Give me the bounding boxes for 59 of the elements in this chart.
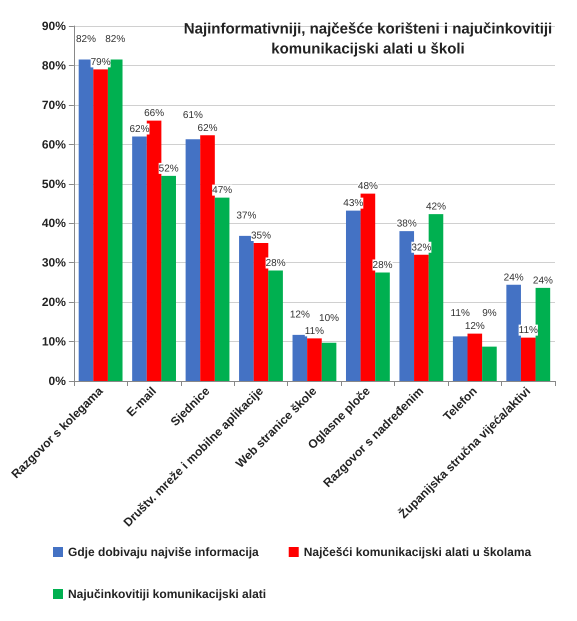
y-tick-label: 10% (42, 334, 66, 349)
data-label: 12% (290, 309, 310, 320)
data-label: 52% (158, 163, 179, 174)
y-tick-label: 80% (42, 58, 66, 72)
bar (414, 254, 429, 381)
data-label: 43% (343, 198, 364, 210)
data-label: 42% (426, 202, 446, 213)
bar (307, 338, 322, 381)
y-tick-label: 30% (42, 256, 66, 270)
bar (161, 176, 176, 381)
y-tick-label: 0% (48, 374, 66, 388)
data-label: 28% (266, 258, 286, 270)
bar (375, 272, 390, 381)
y-tick-label: 70% (42, 98, 66, 112)
data-label: 82% (76, 34, 96, 46)
bar (346, 210, 361, 381)
bar (322, 342, 336, 381)
bar (468, 334, 482, 381)
legend-label: Najčešći komunikacijski alati u školama (304, 545, 532, 559)
bar (186, 139, 200, 381)
data-label: 79% (90, 56, 111, 68)
data-label: 47% (212, 185, 232, 196)
bar (482, 346, 497, 381)
bar (452, 336, 468, 381)
y-tick-label: 40% (42, 216, 66, 230)
y-tick-label: 50% (42, 176, 66, 191)
bar (506, 284, 521, 381)
data-label: 24% (504, 272, 524, 284)
legend-label: Najučinkovitiji komunikacijski alati (68, 587, 266, 601)
data-label: 9% (482, 308, 497, 320)
data-label: 11% (518, 325, 538, 336)
y-tick-label: 60% (42, 137, 66, 152)
data-label: 82% (105, 34, 126, 46)
data-label: 11% (304, 326, 324, 337)
data-label: 62% (198, 122, 218, 134)
bar (520, 338, 536, 381)
bar (132, 136, 147, 381)
legend-label: Gdje dobivaju najviše informacija (68, 545, 260, 559)
data-label: 24% (532, 275, 553, 286)
data-label: 35% (250, 230, 272, 242)
data-label: 28% (372, 260, 393, 272)
data-label: 11% (450, 308, 470, 320)
bar (214, 198, 230, 381)
chart-title: Najinformativniji, najčešće korišteni i najučinkovitiji komunikacijski alati u školi (184, 20, 552, 58)
data-label: 10% (319, 312, 340, 324)
data-label: 61% (182, 110, 204, 121)
y-tick-label: 90% (42, 19, 66, 33)
data-label: 12% (464, 321, 485, 332)
bar (536, 288, 550, 381)
data-label: 32% (411, 242, 432, 254)
bar (93, 69, 108, 381)
data-label: 37% (236, 210, 256, 222)
y-tick-label: 20% (42, 295, 66, 310)
data-label: 38% (396, 218, 417, 230)
data-label: 48% (358, 181, 378, 192)
bar (268, 270, 283, 381)
data-label: 62% (129, 124, 150, 135)
data-label: 66% (144, 108, 164, 120)
bar (292, 334, 308, 381)
